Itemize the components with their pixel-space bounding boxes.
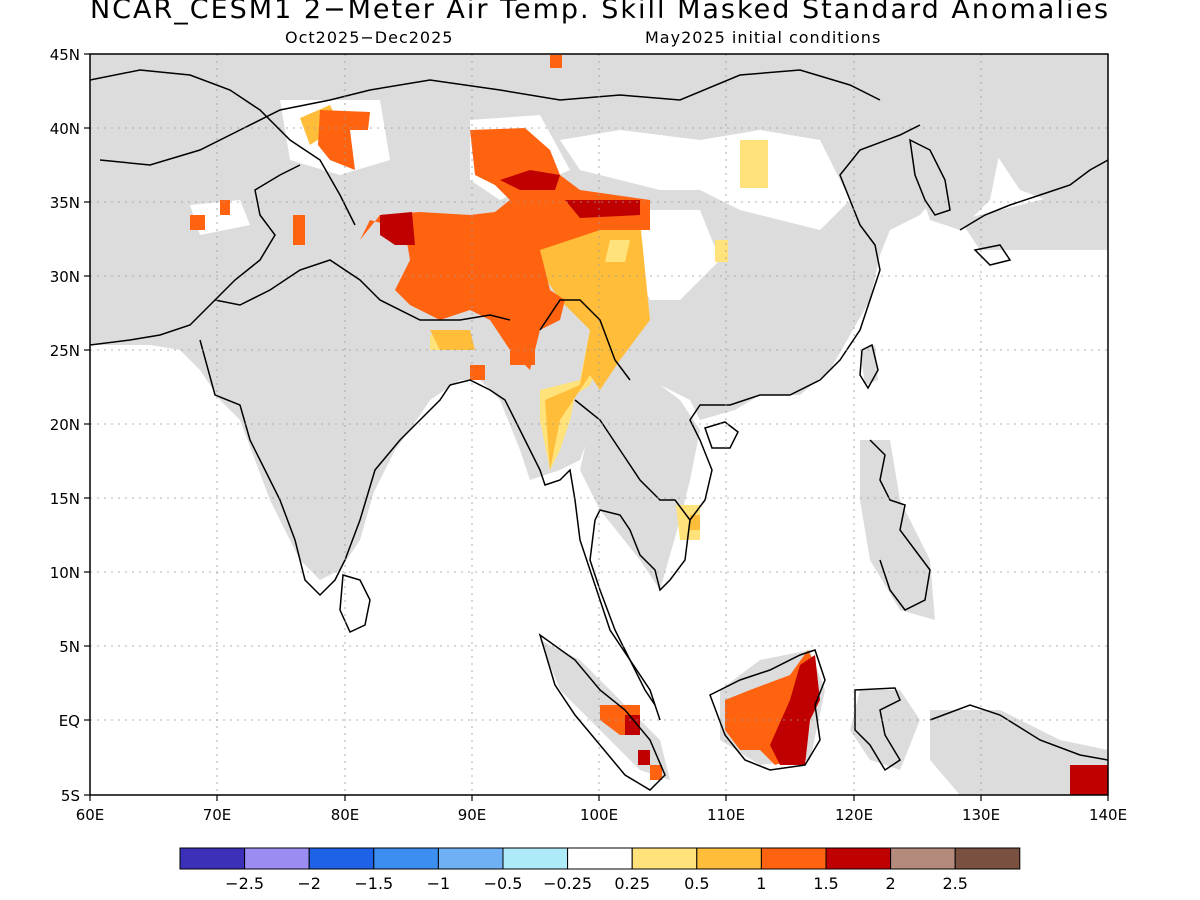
graticule: [90, 54, 1108, 795]
lat-label: 35N: [50, 194, 80, 212]
lat-label: 5N: [59, 638, 80, 656]
map-area: [90, 54, 1108, 795]
lon-label: 80E: [331, 806, 360, 824]
lat-label: 45N: [50, 46, 80, 64]
lon-label: 90E: [458, 806, 487, 824]
colorbar-label: −0.5: [484, 874, 523, 893]
lon-label: 70E: [203, 806, 232, 824]
lat-label: 40N: [50, 120, 80, 138]
colorbar-label: 1.5: [813, 874, 838, 893]
colorbar-label: 0.25: [614, 874, 650, 893]
lon-label: 120E: [835, 806, 873, 824]
colorbar-label: −1.5: [354, 874, 393, 893]
colorbar-swatch: [825, 847, 892, 870]
colorbar-label: 0.5: [684, 874, 709, 893]
colorbar-swatch: [437, 847, 504, 870]
lon-labels: 60E 70E 80E 90E 100E 110E 120E 130E 140E: [76, 806, 1127, 824]
tick-marks: [84, 53, 1109, 801]
colorbar: −2.5 −2 −1.5 −1 −0.5 −0.25 0.25 0.5 1 1.5 2 2.5: [179, 847, 1021, 893]
colorbar-swatch: [954, 847, 1021, 870]
lon-label: 100E: [580, 806, 618, 824]
colorbar-label: −1: [427, 874, 451, 893]
map-title: NCAR_CESM1 2−Meter Air Temp. Skill Maske…: [89, 0, 1111, 25]
colorbar-swatch: [890, 847, 956, 870]
colorbar-swatch: [373, 847, 439, 870]
colorbar-label: −0.25: [543, 874, 592, 893]
anomaly-1.5: [190, 55, 815, 780]
colorbar-label: −2: [297, 874, 321, 893]
lat-label: EQ: [59, 712, 80, 730]
colorbar-swatch: [567, 847, 633, 870]
colorbar-swatch: [502, 847, 569, 870]
coastlines: [90, 69, 1108, 791]
lon-label: 140E: [1089, 806, 1127, 824]
lat-label: 30N: [50, 268, 80, 286]
lat-label: 10N: [50, 564, 80, 582]
colorbar-swatch: [179, 847, 246, 870]
lat-labels: 45N 40N 35N 30N 25N 20N 15N 10N 5N EQ 5S: [50, 46, 80, 805]
season-label: Oct2025−Dec2025: [285, 28, 454, 47]
colorbar-swatch: [244, 847, 310, 870]
lat-label: 15N: [50, 490, 80, 508]
anomaly-2: [380, 170, 1108, 795]
colorbar-swatch: [308, 847, 375, 870]
lat-label: 5S: [61, 787, 80, 805]
colorbar-label: −2.5: [225, 874, 264, 893]
lat-label: 25N: [50, 342, 80, 360]
lon-label: 110E: [707, 806, 745, 824]
lon-label: 60E: [76, 806, 105, 824]
colorbar-label: 2: [886, 874, 896, 893]
colorbar-swatch: [631, 847, 698, 870]
lon-label: 130E: [962, 806, 1000, 824]
colorbar-swatch: [760, 847, 827, 870]
colorbar-label: 2.5: [942, 874, 967, 893]
colorbar-swatch: [696, 847, 762, 870]
colorbar-label: 1: [756, 874, 766, 893]
init-conditions-label: May2025 initial conditions: [645, 28, 882, 47]
lat-label: 20N: [50, 416, 80, 434]
